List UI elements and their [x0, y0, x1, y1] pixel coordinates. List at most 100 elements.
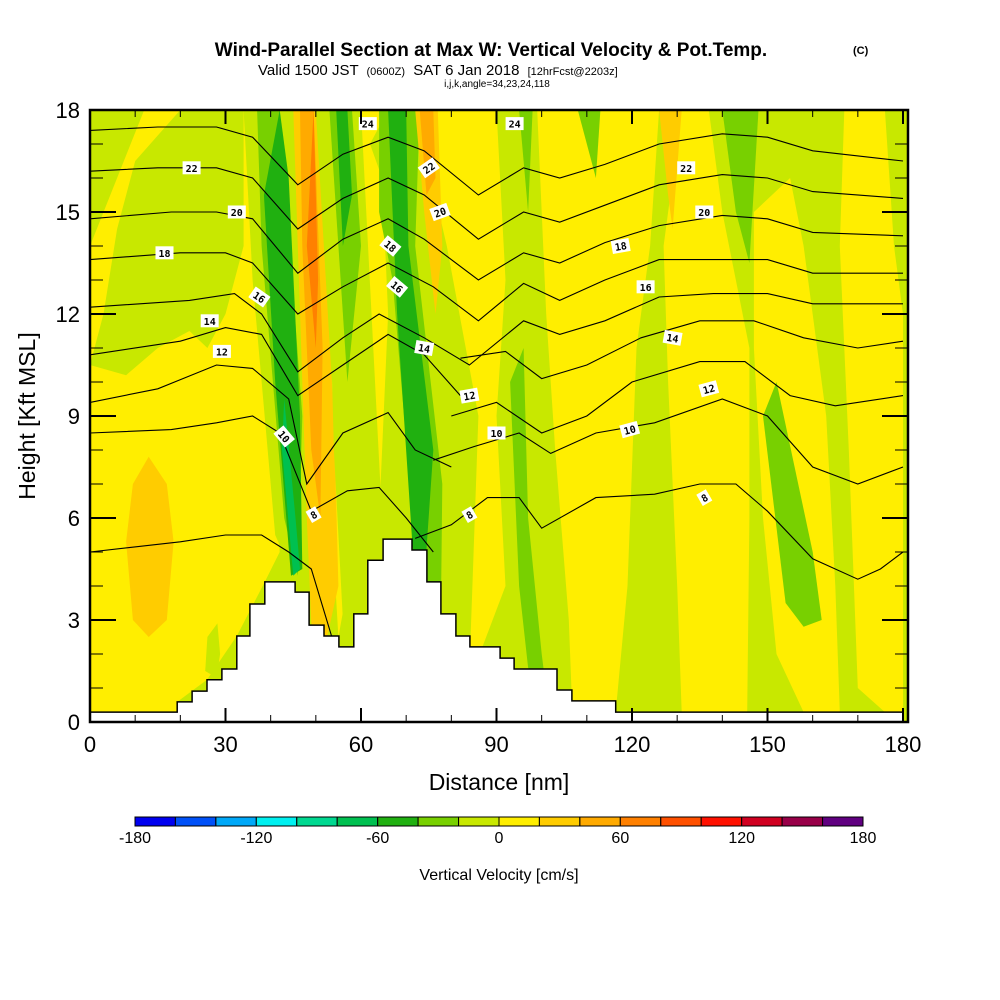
colorbar-swatch: [660, 816, 702, 827]
velocity-region: [263, 110, 303, 576]
theta-label-text: 24: [362, 120, 374, 131]
y-axis-label: Height [Kft MSL]: [14, 332, 40, 499]
x-tick-label: 90: [484, 732, 508, 757]
colorbar-tick-label: 0: [495, 830, 504, 847]
axis-ticks: 0 30 60 90 120 150 180 0 3 6 9 12 15 18: [56, 98, 922, 757]
velocity-region: [763, 382, 822, 627]
colorbar-swatch: [296, 816, 338, 827]
theta-label-box: [248, 286, 271, 308]
chart-title: Wind-Parallel Section at Max W: Vertical…: [215, 40, 767, 61]
velocity-region: [537, 110, 660, 713]
theta-contour-line: [90, 415, 434, 553]
terrain: [90, 538, 904, 722]
colorbar-tick-label: 60: [611, 830, 629, 847]
theta-label-box: [305, 506, 322, 523]
theta-label-box: [677, 161, 696, 175]
theta-label-box: [696, 489, 713, 506]
velocity-region: [519, 110, 533, 212]
colorbar-swatch: [579, 816, 621, 827]
title-mark: (C): [853, 45, 869, 57]
theta-label: 10: [619, 420, 641, 439]
colorbar-tick-label: -180: [119, 830, 151, 847]
velocity-regions: [90, 110, 822, 713]
colorbar: -180 -120 -60 0 60 120 180: [119, 816, 876, 847]
velocity-region: [336, 110, 352, 246]
velocity-region: [90, 110, 145, 246]
theta-label-box: [227, 205, 246, 219]
x-tick-label: 30: [213, 732, 237, 757]
y-tick-label: 3: [68, 608, 80, 633]
x-tick-label: 0: [84, 732, 96, 757]
theta-label-text: 18: [614, 241, 628, 254]
colorbar-swatch: [538, 816, 581, 827]
theta-contour-line: [451, 361, 904, 434]
theta-label-box: [417, 157, 440, 179]
colorbar-tick-label: -60: [366, 830, 389, 847]
chart-subtitle-indices: i,j,k,angle=34,23,24,118: [444, 79, 550, 90]
velocity-region: [126, 456, 174, 637]
y-tick-label: 18: [56, 98, 80, 123]
colorbar-swatch: [498, 816, 540, 827]
theta-label-text: 16: [640, 283, 652, 294]
theta-label-text: 10: [490, 429, 502, 440]
velocity-region: [329, 110, 361, 382]
theta-label: 24: [505, 117, 524, 131]
theta-label-box: [212, 344, 231, 358]
theta-label-text: 14: [417, 343, 431, 356]
subtitle-date: SAT 6 Jan 2018: [413, 62, 519, 79]
theta-label-box: [662, 329, 683, 346]
theta-label-text: 10: [623, 424, 637, 438]
theta-label-text: 12: [463, 391, 477, 404]
theta-label-text: 8: [700, 493, 711, 506]
theta-label-box: [200, 314, 219, 328]
theta-label: 14: [414, 340, 435, 356]
colorbar-swatch: [174, 816, 217, 827]
theta-label-text: 8: [465, 510, 476, 523]
theta-label-text: 8: [309, 510, 320, 523]
theta-label: 24: [358, 117, 377, 131]
velocity-region: [753, 178, 840, 713]
velocity-region: [663, 110, 750, 713]
y-tick-label: 6: [68, 506, 80, 531]
velocity-region: [722, 110, 759, 263]
theta-label-text: 22: [186, 164, 198, 175]
colorbar-tick-label: 120: [728, 830, 755, 847]
colorbar-swatch: [741, 816, 783, 827]
x-tick-label: 180: [885, 732, 922, 757]
theta-label-box: [429, 202, 451, 222]
theta-label: 16: [636, 280, 655, 294]
theta-label: 20: [695, 205, 714, 219]
theta-label-text: 20: [231, 208, 243, 219]
theta-label: 8: [696, 489, 713, 506]
theta-label: 20: [429, 202, 451, 222]
theta-label-text: 12: [216, 347, 228, 358]
theta-label: 20: [227, 205, 246, 219]
theta-label-box: [155, 246, 174, 260]
plot-area: 2220181614121082422201816141210824222018…: [90, 110, 908, 722]
theta-label-box: [505, 117, 524, 131]
theta-label-box: [414, 340, 435, 356]
colorbar-swatch: [377, 816, 419, 827]
theta-label-box: [636, 280, 655, 294]
theta-label-text: 12: [702, 383, 716, 397]
velocity-region: [90, 110, 244, 376]
theta-contour-line: [90, 126, 904, 196]
theta-label: 14: [200, 314, 219, 328]
theta-label: 18: [610, 238, 631, 254]
colorbar-swatch: [215, 816, 257, 827]
theta-contour-line: [90, 252, 903, 322]
theta-label: 8: [305, 506, 322, 523]
velocity-region: [415, 110, 443, 314]
theta-label-text: 22: [680, 164, 692, 175]
theta-label: 18: [155, 246, 174, 260]
theta-label: 12: [212, 344, 231, 358]
y-tick-label: 12: [56, 302, 80, 327]
theta-labels: 2220181614121082422201816141210824222018…: [155, 117, 720, 523]
y-tick-label: 9: [68, 404, 80, 429]
chart-subtitle: Valid 1500 JST (0600Z) SAT 6 Jan 2018 [1…: [258, 62, 618, 79]
x-tick-label: 120: [614, 732, 651, 757]
velocity-region: [306, 110, 319, 348]
velocity-region: [300, 110, 323, 518]
colorbar-swatch: [781, 816, 823, 827]
